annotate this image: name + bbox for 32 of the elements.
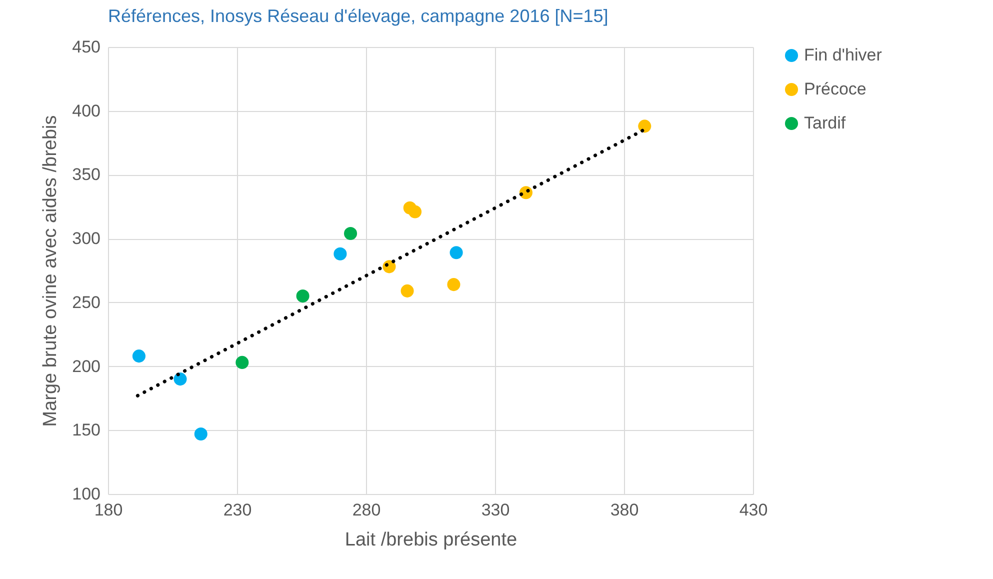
point bbox=[174, 372, 187, 386]
x-tick-label: 330 bbox=[481, 500, 510, 520]
legend-label: Précoce bbox=[804, 80, 866, 98]
y-tick-label: 400 bbox=[72, 101, 100, 120]
x-axis-title: Lait /brebis présente bbox=[344, 530, 518, 550]
point bbox=[132, 350, 146, 363]
point bbox=[400, 284, 414, 298]
point bbox=[638, 120, 652, 133]
y-tick-label: 300 bbox=[72, 229, 100, 248]
y-tick-label: 250 bbox=[72, 292, 100, 312]
x-tick-label: 280 bbox=[352, 500, 381, 520]
point bbox=[296, 290, 310, 303]
point bbox=[344, 226, 358, 240]
y-tick-label: 100 bbox=[72, 484, 100, 504]
point bbox=[194, 427, 208, 440]
x-tick-label: 230 bbox=[223, 500, 252, 520]
x-tick-label: 380 bbox=[610, 500, 639, 520]
y-axis-title: Marge brute ovine avec aides /brebis bbox=[40, 115, 62, 427]
point bbox=[450, 246, 463, 260]
point bbox=[447, 278, 460, 292]
legend-label: Tardif bbox=[804, 114, 846, 132]
point bbox=[408, 205, 422, 218]
y-tick-label: 450 bbox=[72, 38, 100, 56]
y-tick-label: 150 bbox=[72, 420, 100, 440]
y-tick-label: 200 bbox=[72, 356, 100, 376]
x-tick-label: 430 bbox=[739, 500, 768, 520]
point bbox=[334, 247, 347, 260]
chart-title: Références, Inosys Réseau d'élevage, campagne 2016 [N=15] bbox=[108, 6, 608, 26]
legend-label: Fin d'hiver bbox=[804, 46, 882, 64]
point bbox=[236, 356, 249, 369]
x-tick-label: 180 bbox=[94, 500, 123, 520]
y-tick-label: 350 bbox=[72, 165, 100, 184]
